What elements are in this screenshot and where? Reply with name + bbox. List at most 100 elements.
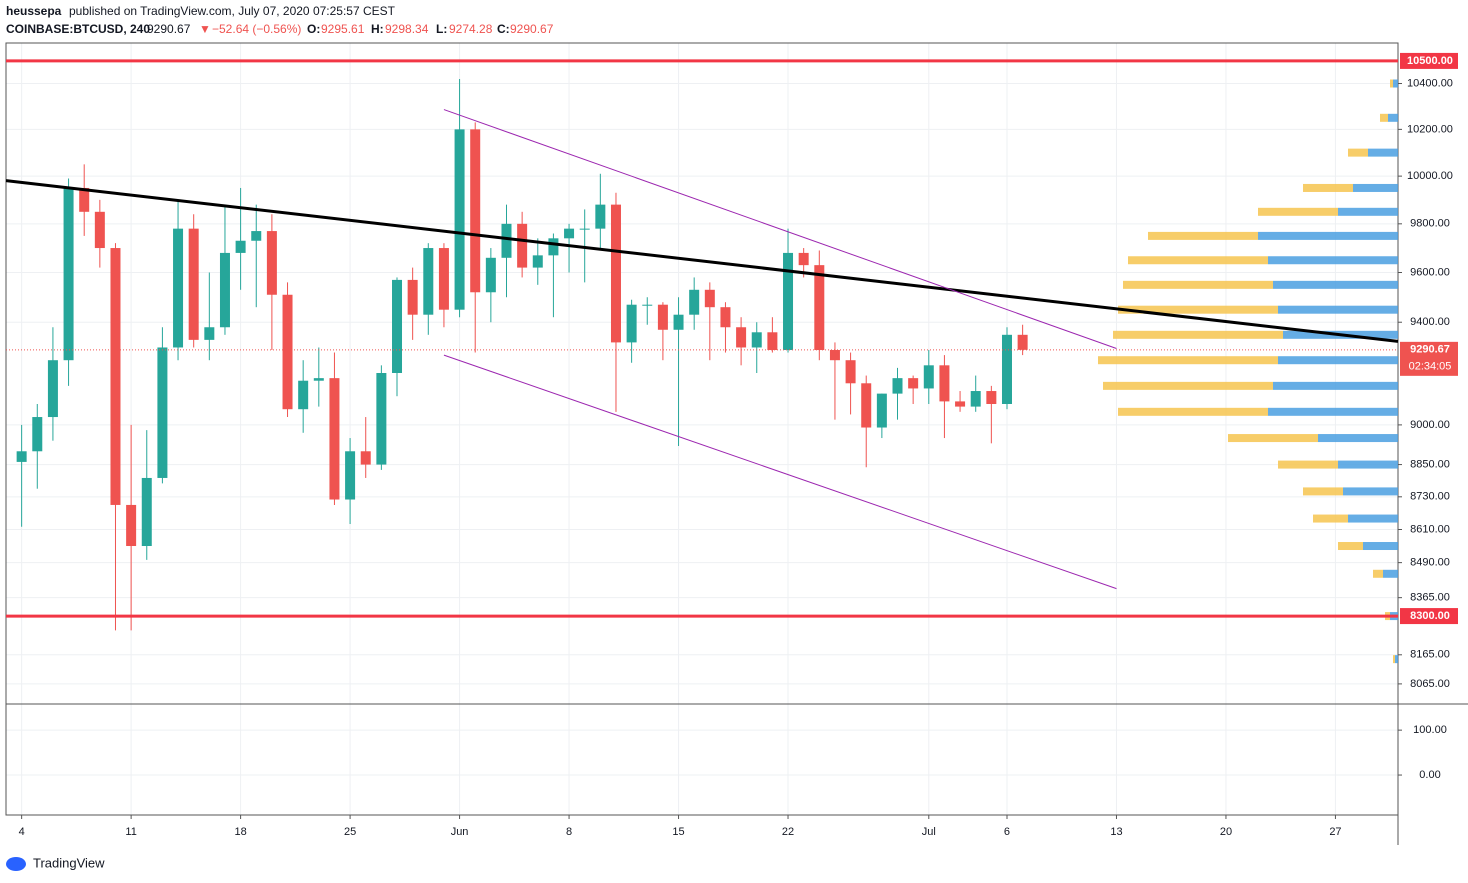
candle-body <box>861 383 872 428</box>
candle-body <box>798 252 809 266</box>
last-price-tag <box>1400 341 1458 376</box>
candle-body <box>63 187 74 361</box>
candle-body <box>845 360 856 384</box>
vp-up-bar <box>1368 148 1398 157</box>
candle-body <box>204 327 215 340</box>
candle-body <box>595 204 606 229</box>
vp-down-bar <box>1118 305 1278 314</box>
vp-up-bar <box>1338 460 1398 469</box>
vp-up-bar <box>1278 305 1398 314</box>
candle-body <box>829 350 840 361</box>
candle-body <box>751 332 762 348</box>
candle-body <box>298 380 309 410</box>
candle-body <box>970 391 981 407</box>
candle-body <box>173 228 184 348</box>
candle-body <box>16 451 27 462</box>
c-label: C: <box>497 22 510 36</box>
logo <box>6 857 26 871</box>
y-tick-label: 8165.00 <box>1410 649 1450 661</box>
candle-body <box>501 223 512 258</box>
candle-body <box>626 304 637 343</box>
candle-body <box>32 417 43 452</box>
candle-body <box>923 365 934 389</box>
trendline <box>5 179 1399 343</box>
l-label: L: <box>436 22 447 36</box>
candle-body <box>141 477 152 547</box>
y-tick-label: 8610.00 <box>1410 523 1450 535</box>
vp-down-bar <box>1390 79 1393 88</box>
vp-up-bar <box>1258 231 1398 240</box>
candle-body <box>470 129 481 293</box>
candle-body <box>392 279 403 373</box>
y-tick-label: 9000.00 <box>1410 419 1450 431</box>
x-tick-label: 8 <box>566 826 572 838</box>
vp-down-bar <box>1103 381 1273 390</box>
y-tick-label: 100.00 <box>1413 724 1447 736</box>
candle-body <box>955 401 966 407</box>
open: 9295.61 <box>321 22 365 36</box>
candle-body <box>532 255 543 268</box>
y-tick-label: 8730.00 <box>1410 491 1450 503</box>
candle-body <box>376 373 387 465</box>
candle-body <box>657 304 668 330</box>
candle-body <box>1017 334 1028 350</box>
candle-body <box>814 265 825 351</box>
vp-down-bar <box>1148 231 1258 240</box>
vp-up-bar <box>1343 487 1398 496</box>
logo-icon <box>6 857 26 871</box>
candle-body <box>454 129 465 310</box>
vp-up-bar <box>1273 381 1398 390</box>
vp-up-bar <box>1383 569 1398 578</box>
candle-body <box>673 314 684 330</box>
last-price-label: 9290.67 <box>1410 344 1450 356</box>
candle-body <box>704 289 715 308</box>
vp-down-bar <box>1258 207 1338 216</box>
candle-body <box>157 347 168 478</box>
vp-up-bar <box>1278 356 1398 365</box>
level-label: 10500.00 <box>1407 55 1453 67</box>
candle-body <box>564 228 575 239</box>
grid <box>6 43 1398 815</box>
plot-frame <box>5 42 1399 816</box>
y-tick-label: 9400.00 <box>1410 316 1450 328</box>
x-tick-label: 22 <box>782 826 794 838</box>
candle-body <box>360 451 371 465</box>
x-tick-label: 6 <box>1004 826 1010 838</box>
vp-down-bar <box>1128 256 1268 265</box>
candle-body <box>579 228 590 230</box>
level-label: 8300.00 <box>1410 610 1450 622</box>
candle-body <box>642 304 653 306</box>
vp-down-bar <box>1348 148 1368 157</box>
candle-body <box>736 327 747 348</box>
level-tag <box>1400 52 1458 69</box>
vp-up-bar <box>1268 407 1398 416</box>
y-tick-label: 8065.00 <box>1410 678 1450 690</box>
candle-body <box>783 252 794 351</box>
candle-body <box>235 240 246 253</box>
vp-down-bar <box>1123 280 1273 289</box>
y-tick-label: 9800.00 <box>1410 218 1450 230</box>
y-tick-label: 9600.00 <box>1410 266 1450 278</box>
candle-body <box>689 289 700 315</box>
vp-up-bar <box>1353 183 1398 192</box>
vp-up-bar <box>1348 514 1398 523</box>
vp-down-bar <box>1380 113 1388 122</box>
candle-body <box>423 248 434 315</box>
candle-body <box>282 294 293 410</box>
trendline <box>443 354 1117 590</box>
x-tick-label: 4 <box>19 826 25 838</box>
candle-body <box>126 504 137 547</box>
level-tag <box>1400 608 1458 625</box>
o-label: O: <box>307 22 320 36</box>
candle-body <box>720 307 731 328</box>
vp-down-bar <box>1113 330 1283 339</box>
x-tick-label: 18 <box>234 826 246 838</box>
vp-up-bar <box>1395 655 1398 664</box>
x-tick-label: 15 <box>672 826 684 838</box>
vp-down-bar <box>1278 460 1338 469</box>
candle-body <box>767 332 778 351</box>
vp-down-bar <box>1098 356 1278 365</box>
vp-down-bar <box>1373 569 1383 578</box>
symbol: COINBASE:BTCUSD, 240 <box>6 22 150 36</box>
candle-body <box>1001 334 1012 405</box>
